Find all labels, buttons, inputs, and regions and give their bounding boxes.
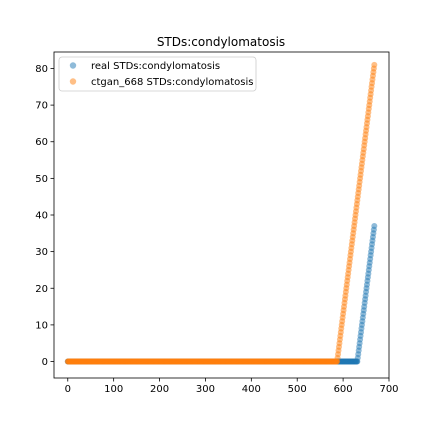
x-tick-label: 500 [288, 384, 307, 395]
legend-label-ctgan: ctgan_668 STDs:condylomatosis [91, 77, 253, 88]
x-tick-label: 200 [150, 384, 169, 395]
legend-marker-real [69, 62, 77, 69]
x-tick-label: 400 [242, 384, 261, 395]
x-axis: 0 100 200 300 400 500 600 700 [65, 378, 399, 395]
y-tick-label: 40 [35, 211, 48, 222]
legend-label-real: real STDs:condylomatosis [91, 61, 220, 72]
y-tick-label: 60 [35, 137, 48, 148]
data-point [371, 61, 378, 68]
data-point [371, 222, 378, 229]
y-tick-label: 50 [35, 174, 48, 185]
y-tick-label: 20 [35, 284, 48, 295]
legend: real STDs:condylomatosis ctgan_668 STDs:… [58, 56, 257, 92]
series-0 [64, 222, 378, 365]
y-axis: 0 10 20 30 40 50 60 70 80 [35, 64, 54, 368]
x-tick-label: 700 [379, 384, 398, 395]
y-tick-label: 0 [42, 357, 48, 368]
y-tick-label: 70 [35, 101, 48, 112]
x-tick-label: 0 [65, 384, 71, 395]
y-tick-label: 10 [35, 320, 48, 331]
chart-title: STDs:condylomatosis [157, 35, 285, 49]
legend-box [58, 56, 257, 92]
series-layer [64, 61, 378, 365]
legend-marker-ctgan [69, 78, 77, 85]
x-tick-label: 300 [196, 384, 215, 395]
y-tick-label: 80 [35, 64, 48, 75]
x-tick-label: 100 [104, 384, 123, 395]
x-tick-label: 600 [334, 384, 353, 395]
y-tick-label: 30 [35, 247, 48, 258]
series-1 [64, 61, 378, 365]
